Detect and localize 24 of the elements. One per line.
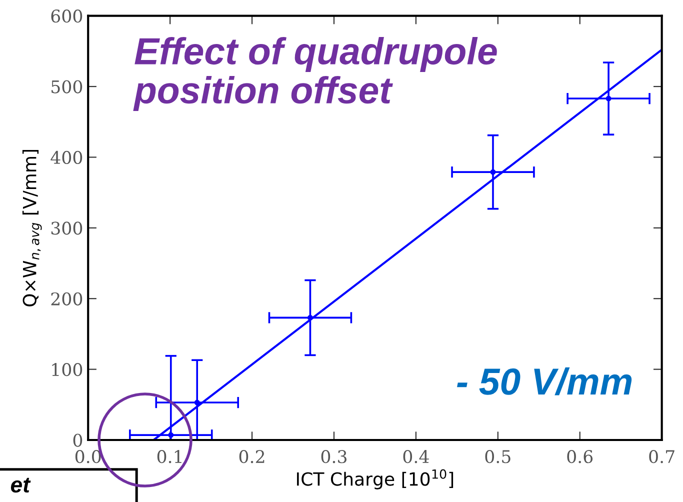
y-tick-label: 500 xyxy=(52,80,82,94)
annotation: Effect of quadrupole position offset xyxy=(133,37,497,112)
text: 0.0 xyxy=(75,450,101,464)
y-tick-label: 300 xyxy=(51,222,82,235)
y-tick-label: 600 xyxy=(51,10,82,23)
x-tick-label: 0.3 xyxy=(321,450,347,464)
point xyxy=(606,96,612,102)
y-axis-title: Q×W$_{n,avg}$ [V/mm] xyxy=(22,150,42,306)
x-tick-label: 0.4 xyxy=(403,450,429,464)
point xyxy=(194,400,200,406)
y-tick-label: 400 xyxy=(50,150,82,164)
x-tick-label: 0.2 xyxy=(239,450,264,464)
x-tick-label: 0.6 xyxy=(567,450,593,464)
x-axis-title: ICT Charge [10$^{10}$] xyxy=(297,469,454,490)
point xyxy=(490,169,496,175)
y-tick-label: 100 xyxy=(52,363,82,376)
x-tick-label: 0.5 xyxy=(485,450,510,464)
x-tick-label: 0.1 xyxy=(157,450,182,464)
y-tick-label: 0 xyxy=(73,434,82,447)
y-tick-label: 200 xyxy=(51,292,82,306)
point xyxy=(168,432,174,438)
text: et xyxy=(10,478,31,493)
x-tick-label: 0.7 xyxy=(649,450,674,464)
annotation: - 50 V/mm xyxy=(457,367,632,396)
